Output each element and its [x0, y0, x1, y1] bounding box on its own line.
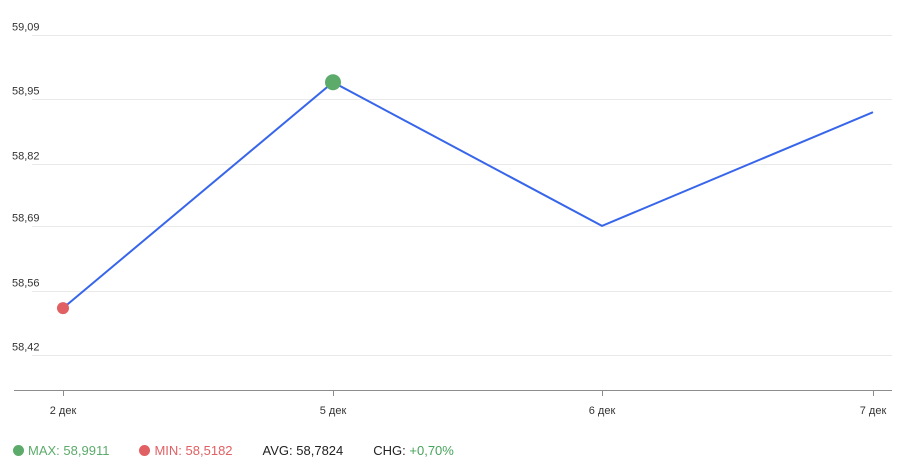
line-chart: 58,42 58,56 58,69 58,82 58,95 59,09 2 дек 5 де…: [12, 22, 892, 417]
y-tick-label: 58,69: [12, 213, 40, 225]
max-label: MAX:: [28, 442, 60, 458]
chg-label: CHG:: [373, 442, 406, 458]
min-label: MIN:: [154, 442, 182, 458]
chg-stat: CHG: +0,70%: [373, 443, 454, 458]
min-point: [57, 302, 69, 315]
min-stat: MIN: 58,5182: [139, 443, 233, 458]
x-tick-label: 6 дек: [589, 405, 616, 417]
min-stat-text: MIN: 58,5182: [154, 443, 232, 458]
x-tick-label: 7 дек: [860, 405, 887, 417]
avg-label: AVG:: [262, 442, 293, 458]
summary-bar: MAX: 58,9911 MIN: 58,5182 AVG: 58,7824 C…: [13, 441, 484, 459]
y-axis-tick-labels: 58,42 58,56 58,69 58,82 58,95 59,09: [12, 22, 40, 354]
chg-value: +0,70%: [409, 442, 454, 458]
avg-value: 58,7824: [296, 442, 344, 458]
series-group: [57, 74, 874, 315]
min-value: 58,5182: [185, 442, 233, 458]
gridlines: [32, 35, 892, 356]
max-point: [325, 74, 341, 91]
x-axis: 2 дек 5 дек 6 дек 7 дек: [14, 390, 892, 417]
y-tick-label: 58,95: [12, 86, 40, 98]
y-tick-label: 58,56: [12, 278, 40, 290]
max-stat: MAX: 58,9911: [13, 443, 109, 458]
y-tick-label: 58,42: [12, 342, 40, 354]
x-tick-label: 5 дек: [320, 405, 347, 417]
avg-stat: AVG: 58,7824: [263, 443, 344, 458]
series-line: [62, 80, 874, 309]
max-value: 58,9911: [63, 442, 110, 458]
y-tick-label: 58,82: [12, 151, 40, 163]
x-tick-label: 2 дек: [50, 405, 77, 417]
max-stat-text: MAX: 58,9911: [28, 443, 109, 458]
y-tick-label: 59,09: [12, 22, 40, 34]
min-marker-icon: [139, 444, 151, 456]
max-marker-icon: [13, 444, 24, 456]
